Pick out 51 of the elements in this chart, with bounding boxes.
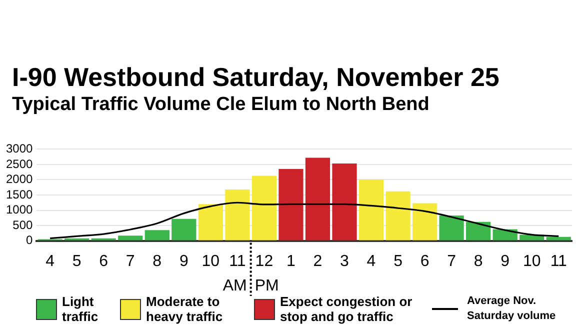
y-tick-label: 1000: [6, 202, 34, 217]
bar: [439, 215, 464, 240]
bar: [546, 236, 571, 240]
text: AM: [222, 277, 247, 294]
x-tick-label: 3: [340, 252, 350, 270]
text: PM: [254, 277, 279, 294]
legend-label: Expect congestion or stop and go traffic: [280, 294, 414, 324]
x-tick-label: 11: [550, 252, 568, 270]
x-tick-label: 10: [522, 252, 541, 270]
chart-title: I-90 Westbound Saturday, November 25: [12, 62, 500, 93]
x-tick-label: 12: [255, 252, 274, 270]
legend-label: Light traffic: [62, 294, 100, 324]
bar: [332, 164, 357, 240]
x-tick-label: 7: [447, 252, 456, 270]
line-series: [49, 202, 560, 240]
y-tick-label: 0: [26, 233, 34, 248]
bar: [172, 218, 196, 240]
bar: [386, 191, 410, 240]
x-tick-label: 2: [313, 252, 322, 270]
x-tick-label: 4: [46, 252, 55, 270]
x-tick-label: 6: [99, 252, 108, 270]
x-tick-label: 5: [72, 252, 82, 270]
chart-subtitle: Typical Traffic Volume Cle Elum to North Bend: [12, 94, 430, 116]
x-tick-label: 8: [474, 252, 483, 270]
legend-label: Moderate to heavy traffic: [146, 294, 224, 324]
x-tick-label: 9: [500, 252, 510, 270]
x-tick-label: 8: [152, 252, 162, 270]
x-tick-label: 4: [366, 252, 376, 270]
x-tick-label: 1: [286, 252, 296, 270]
x-tick-label: 7: [126, 252, 135, 270]
legend-label: Average Nov. Saturday volume: [467, 294, 557, 324]
y-tick-label: 1500: [6, 187, 34, 202]
y-tick-label: 2500: [6, 156, 34, 171]
bar: [252, 176, 277, 240]
bar: [358, 180, 384, 240]
x-tick-label: 5: [394, 252, 403, 270]
bar: [144, 230, 170, 240]
y-tick-label: 500: [12, 218, 34, 232]
bar: [225, 190, 250, 240]
x-tick-label: 6: [420, 252, 430, 270]
x-tick-label: 9: [179, 252, 188, 270]
y-tick-label: 2000: [6, 172, 34, 186]
x-tick-label: 10: [202, 252, 220, 270]
x-tick-label: 11: [229, 252, 246, 270]
bar: [466, 222, 491, 240]
bar: [118, 236, 143, 240]
bar: [412, 203, 438, 240]
bar: [278, 169, 304, 240]
bar: [198, 204, 223, 240]
bar: [305, 158, 330, 240]
y-tick-label: 3000: [6, 142, 34, 156]
